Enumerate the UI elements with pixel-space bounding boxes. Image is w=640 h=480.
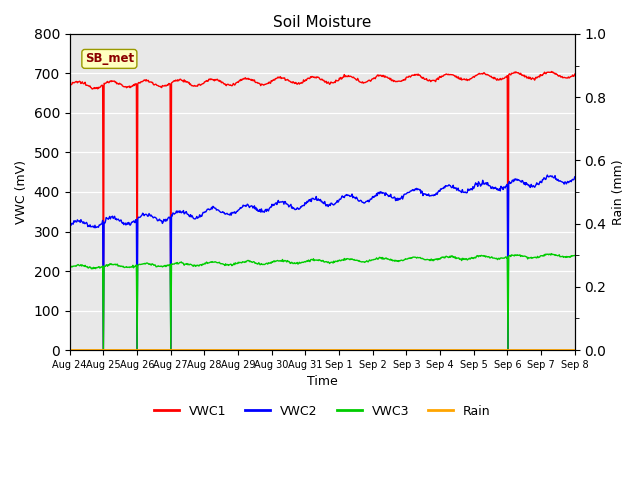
X-axis label: Time: Time	[307, 375, 337, 388]
Legend: VWC1, VWC2, VWC3, Rain: VWC1, VWC2, VWC3, Rain	[149, 400, 495, 423]
Text: SB_met: SB_met	[85, 52, 134, 65]
Y-axis label: Rain (mm): Rain (mm)	[612, 159, 625, 225]
Title: Soil Moisture: Soil Moisture	[273, 15, 371, 30]
Y-axis label: VWC (mV): VWC (mV)	[15, 160, 28, 224]
